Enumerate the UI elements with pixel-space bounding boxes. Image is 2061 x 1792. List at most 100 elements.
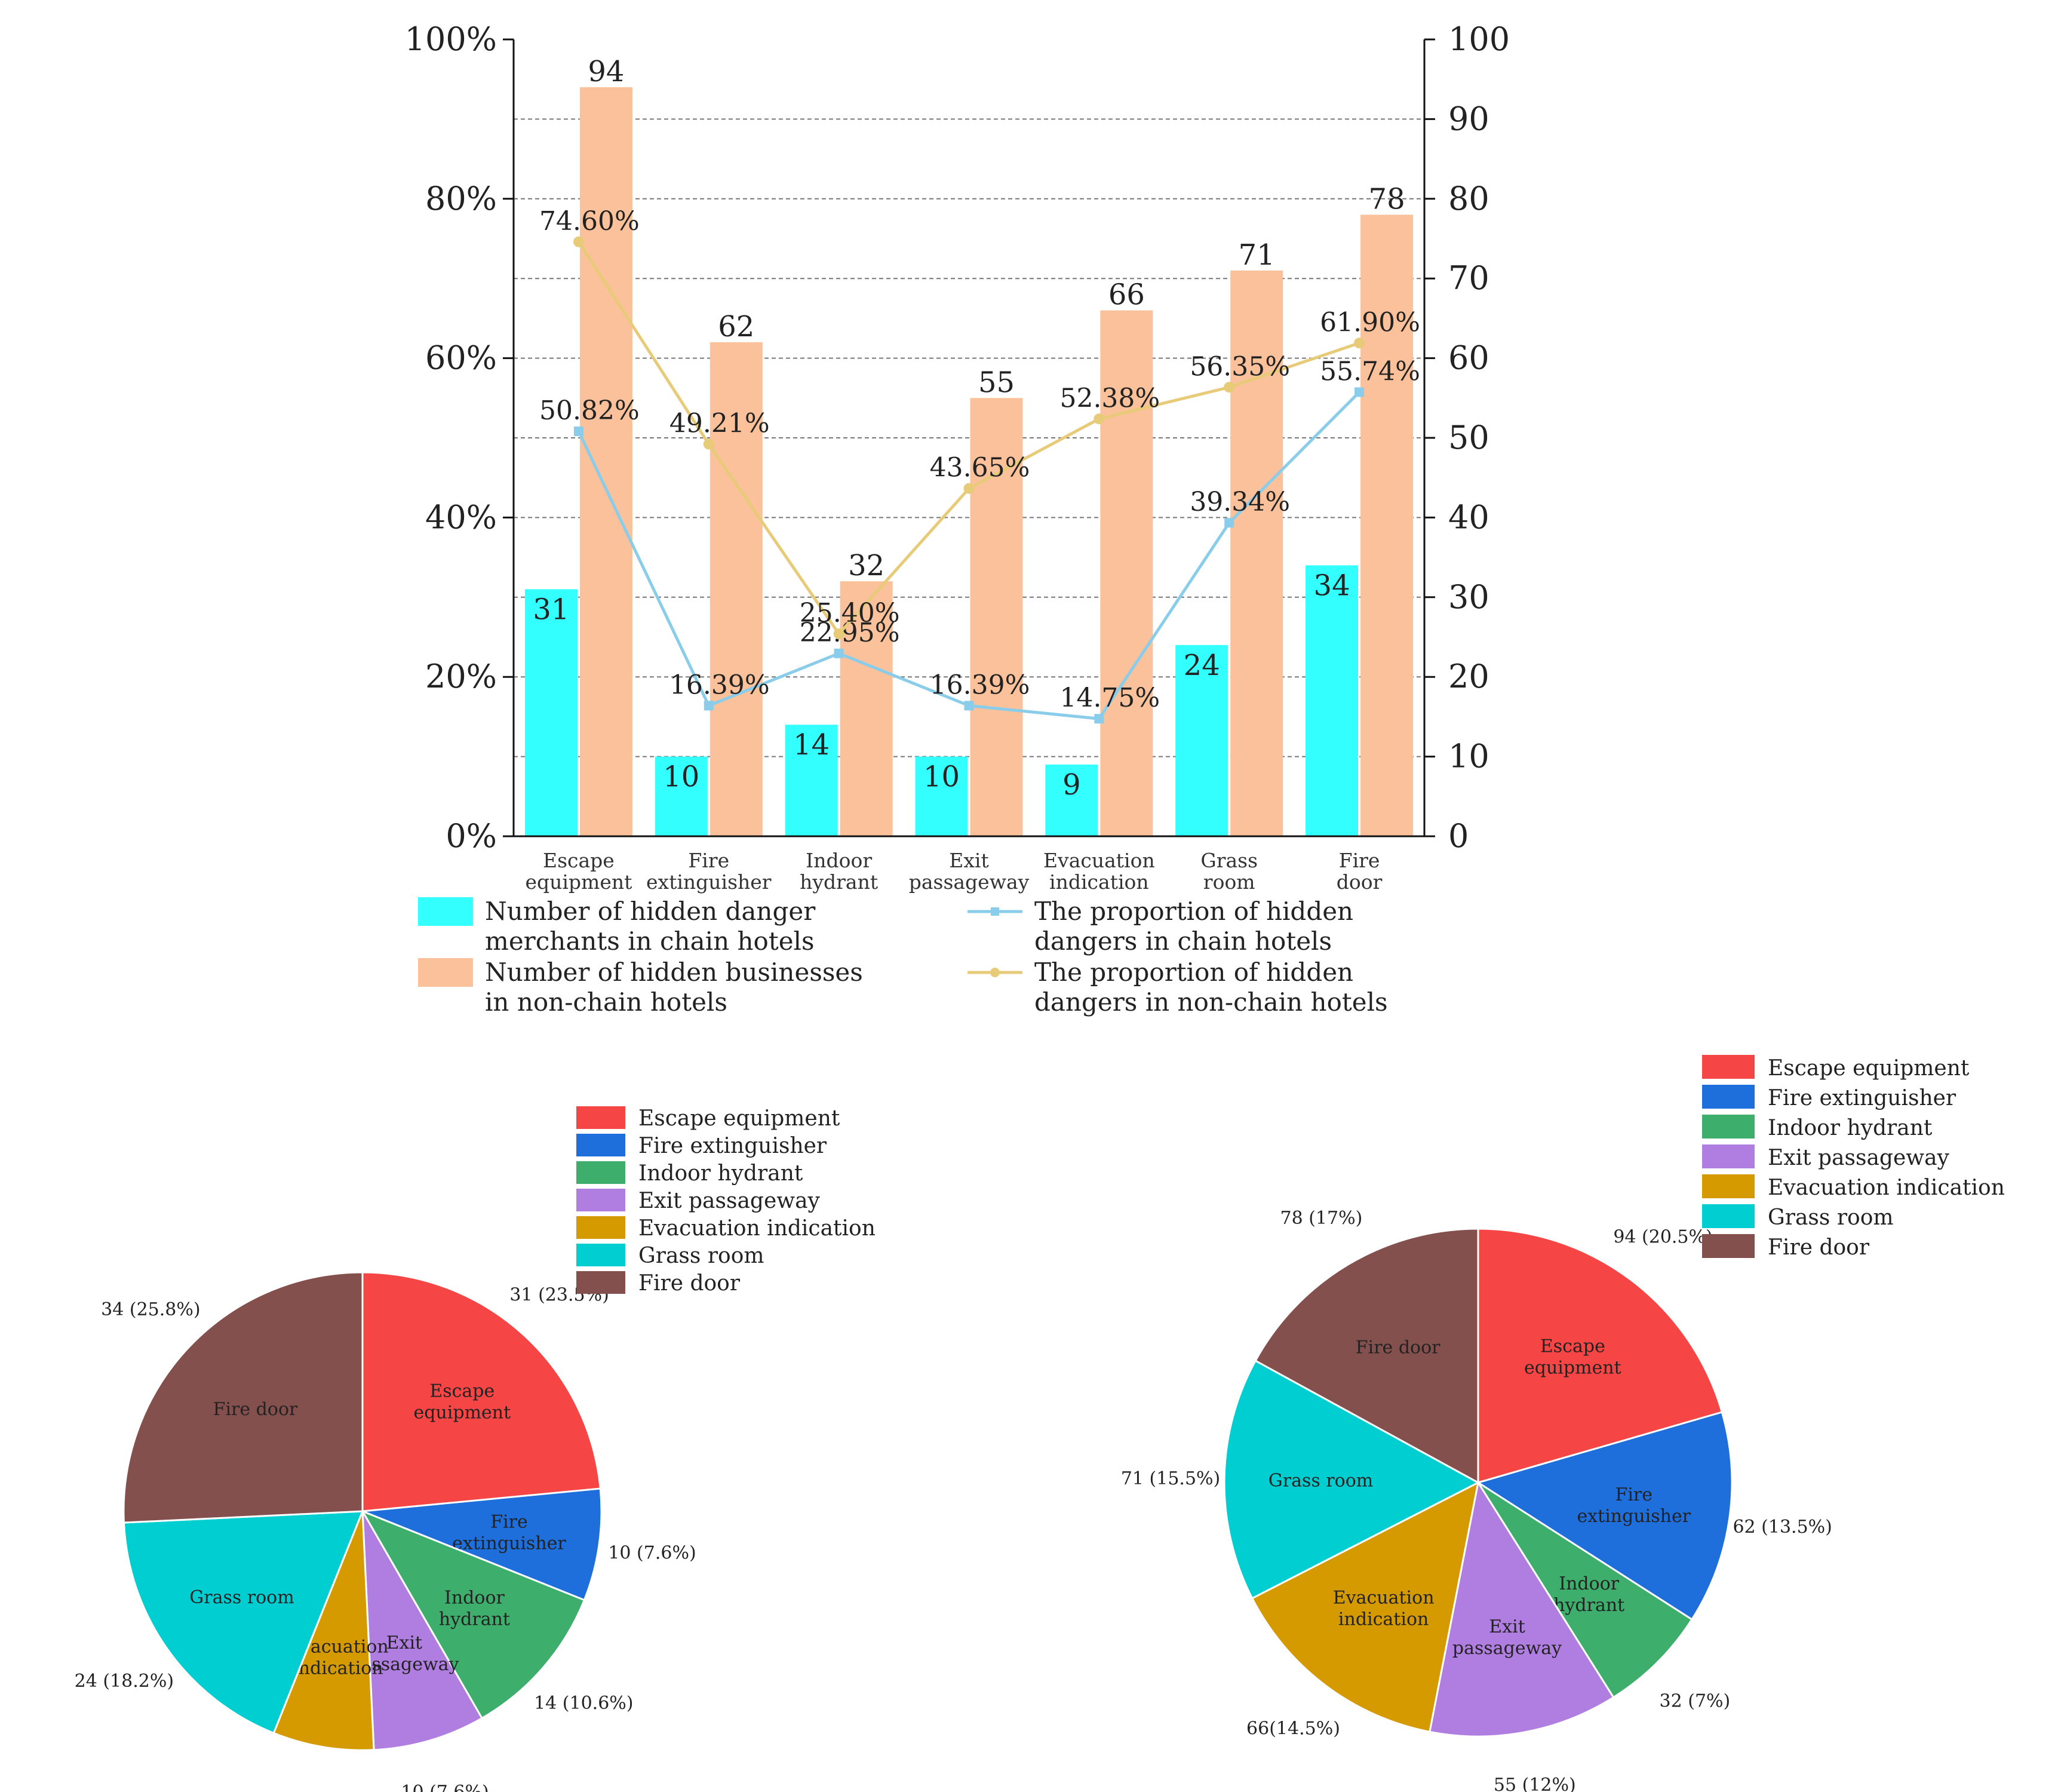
- pie-legend-label: Fire extinguisher: [1768, 1086, 1956, 1110]
- proportion-label: 14.75%: [1059, 683, 1160, 713]
- pie-slice-label: extinguisher: [452, 1533, 566, 1554]
- right-axis-tick-label: 70: [1448, 259, 1489, 297]
- chain-proportion-point: [1354, 387, 1365, 397]
- pie-slice-label: Fire: [1615, 1484, 1653, 1505]
- proportion-label: 16.39%: [669, 670, 770, 700]
- pie-value-label: 14 (10.6%): [534, 1693, 633, 1714]
- non-chain-proportion-point: [1094, 413, 1105, 425]
- pie-value-label: 32 (7%): [1660, 1690, 1731, 1711]
- pie-legend-swatch: [1702, 1234, 1755, 1258]
- pie-legend-label: Fire door: [1768, 1235, 1870, 1260]
- right-axis-tick-label: 50: [1448, 419, 1489, 456]
- x-category-label: hydrant: [800, 870, 878, 894]
- legend-label: The proportion of hidden: [1034, 958, 1353, 987]
- proportion-label: 49.21%: [669, 409, 770, 439]
- pie-slice: [361, 1271, 601, 1512]
- pie-legend-swatch: [1702, 1174, 1755, 1198]
- pie-value-label: 94 (20.5%): [1613, 1226, 1712, 1247]
- x-category-label: room: [1203, 870, 1255, 894]
- bar-chain: [1045, 764, 1098, 836]
- pie-slice-label: Exit: [1489, 1616, 1525, 1637]
- non-chain-proportion-point: [1224, 382, 1235, 393]
- bar-value-label: 94: [588, 55, 624, 88]
- pie-legend-label: Escape equipment: [1768, 1056, 1970, 1081]
- bar-value-label: 31: [533, 593, 569, 626]
- legend-label: The proportion of hidden: [1034, 897, 1353, 926]
- proportion-label: 39.34%: [1190, 487, 1290, 517]
- pie-legend-swatch: [576, 1244, 625, 1266]
- pie-slice: [1254, 1228, 1479, 1484]
- pie-legend-label: Grass room: [638, 1244, 764, 1268]
- x-category-label: extinguisher: [646, 870, 772, 894]
- pie-slice-label: Fire: [490, 1511, 528, 1532]
- left-axis-tick-label: 40%: [425, 498, 497, 536]
- right-axis-tick-label: 0: [1448, 817, 1469, 855]
- bar-chain: [655, 756, 708, 836]
- bar-value-label: 78: [1369, 182, 1405, 216]
- pie-slice-label: Indoor: [1559, 1573, 1619, 1594]
- right-axis-tick-label: 80: [1448, 180, 1489, 217]
- legend-label: merchants in chain hotels: [485, 926, 815, 956]
- bar-non-chain: [1360, 214, 1414, 837]
- pie-value-label: 10 (7.6%): [608, 1543, 696, 1564]
- pie-slice-label: Escape: [429, 1380, 494, 1401]
- pie-legend-swatch: [1702, 1144, 1755, 1168]
- legend-swatch: [418, 958, 473, 987]
- legend-label: Number of hidden danger: [485, 897, 816, 926]
- pie-legend-label: Fire extinguisher: [638, 1134, 827, 1158]
- left-axis-tick-label: 0%: [446, 817, 497, 855]
- x-category-label: Indoor: [806, 849, 872, 872]
- pie-slice-label: Fire door: [1356, 1337, 1440, 1358]
- pie-legend-swatch: [1702, 1085, 1755, 1109]
- bar-non-chain: [1230, 270, 1283, 836]
- legend-marker: [990, 968, 1000, 977]
- pie-legend-swatch: [576, 1189, 625, 1211]
- bar-value-label: 55: [978, 366, 1015, 399]
- pie-value-label: 78 (17%): [1280, 1208, 1363, 1229]
- pie-legend-swatch: [576, 1216, 625, 1239]
- bar-value-label: 32: [848, 549, 884, 582]
- non-chain-proportion-point: [833, 628, 844, 640]
- pie-slice-label: indication: [293, 1658, 383, 1679]
- pie-legend-label: Evacuation indication: [1768, 1176, 2005, 1200]
- bar-chain: [1175, 645, 1228, 836]
- legend-marker: [991, 907, 999, 916]
- bar-value-label: 62: [718, 310, 754, 343]
- bar-value-label: 14: [793, 728, 830, 762]
- pie-legend-swatch: [576, 1271, 625, 1294]
- combo-chart: 31 10 14 10 9 24 34 94 62 32 55 66 71 78 0% 20% 40% 60% 80…: [405, 20, 1510, 1017]
- x-category-label: Escape: [543, 849, 615, 872]
- pie-slice-label: Escape: [1540, 1336, 1605, 1357]
- pie-slice-label: indication: [1338, 1609, 1429, 1630]
- pie-legend-swatch: [1702, 1115, 1755, 1139]
- chain-proportion-point: [573, 426, 583, 437]
- legend-label: dangers in non-chain hotels: [1034, 987, 1388, 1017]
- pie-slice-label: Fire door: [213, 1399, 298, 1420]
- pie-legend-label: Grass room: [1768, 1205, 1894, 1230]
- pie-value-label: 62 (13.5%): [1733, 1517, 1832, 1538]
- legend-label: Number of hidden businesses: [485, 958, 863, 987]
- x-category-label: Fire: [688, 849, 729, 872]
- bar-non-chain: [709, 342, 763, 836]
- pie-slice: [272, 1511, 375, 1751]
- pie-legend-swatch: [1702, 1204, 1755, 1228]
- pie-legend-label: Evacuation indication: [638, 1216, 876, 1241]
- pie-slice-label: Exit: [386, 1633, 422, 1653]
- non-chain-proportion-point: [573, 236, 584, 247]
- proportion-label: 50.82%: [539, 395, 640, 426]
- right-axis-tick-label: 90: [1448, 100, 1489, 137]
- chain-proportion-point: [1094, 714, 1104, 724]
- chain-proportion-point: [834, 648, 844, 658]
- non-chain-proportion-point: [1354, 337, 1365, 349]
- pie-legend-label: Indoor hydrant: [1768, 1116, 1933, 1140]
- bar-value-label: 34: [1314, 569, 1350, 602]
- bar-chain: [915, 756, 968, 836]
- pie-slice-label: equipment: [1524, 1357, 1621, 1378]
- pie-slice: [361, 1511, 484, 1751]
- pie-slice: [1477, 1481, 1694, 1699]
- x-category-label: passageway: [909, 870, 1030, 894]
- x-category-label: Evacuation: [1043, 849, 1155, 872]
